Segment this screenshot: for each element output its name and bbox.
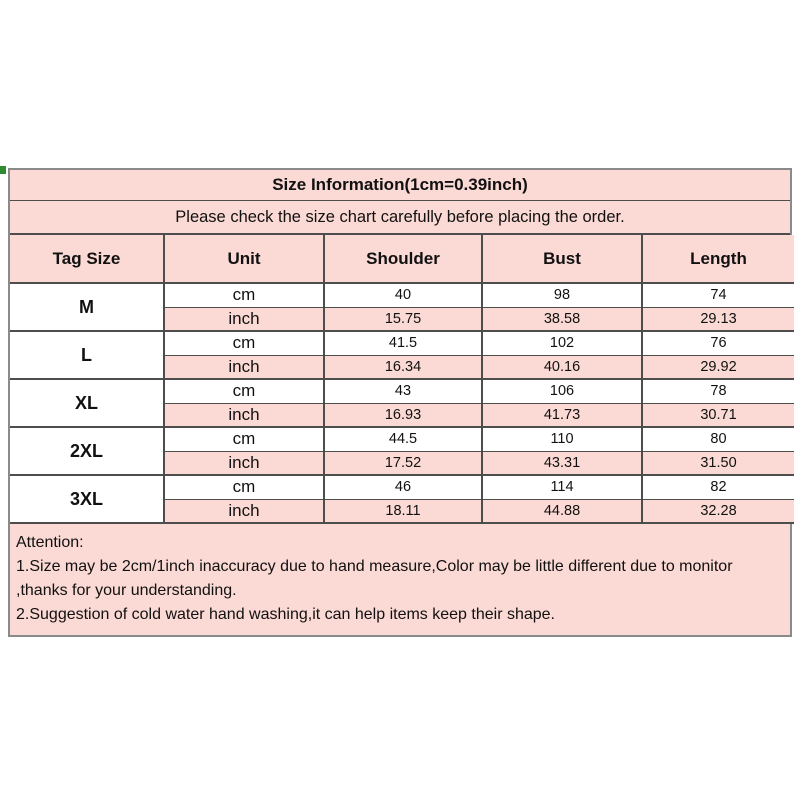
3xl-inch-bust: 44.88: [481, 499, 643, 524]
unit-label: cm: [163, 283, 325, 308]
unit-label: cm: [163, 427, 325, 452]
corner-artifact-mark: [0, 166, 6, 174]
tag-size-xl: XL: [10, 379, 165, 428]
tag-size-3xl: 3XL: [10, 475, 165, 524]
size-table: Tag Size Unit Shoulder Bust Length M cm …: [10, 235, 794, 524]
unit-label: cm: [163, 475, 325, 500]
m-cm-length: 74: [641, 283, 794, 308]
m-cm-shoulder: 40: [323, 283, 483, 308]
3xl-inch-length: 32.28: [641, 499, 794, 524]
unit-label: inch: [164, 307, 325, 332]
table-row-xl-inch: inch 16.93 41.73 30.71: [10, 403, 794, 428]
unit-label: inch: [164, 499, 325, 524]
table-row-2xl-cm: 2XL cm 44.5 110 80: [10, 427, 794, 476]
2xl-cm-length: 80: [641, 427, 794, 452]
2xl-cm-shoulder: 44.5: [323, 427, 483, 452]
xl-inch-bust: 41.73: [481, 403, 643, 428]
xl-cm-shoulder: 43: [323, 379, 483, 404]
l-inch-length: 29.92: [641, 355, 794, 380]
xl-cm-bust: 106: [481, 379, 643, 404]
table-row-xl-cm: XL cm 43 106 78: [10, 379, 794, 428]
m-inch-shoulder: 15.75: [323, 307, 483, 332]
xl-inch-shoulder: 16.93: [323, 403, 483, 428]
unit-label: cm: [163, 379, 325, 404]
l-cm-bust: 102: [481, 331, 643, 356]
unit-label: inch: [164, 403, 325, 428]
2xl-cm-bust: 110: [481, 427, 643, 452]
table-row-3xl-cm: 3XL cm 46 114 82: [10, 475, 794, 524]
l-cm-length: 76: [641, 331, 794, 356]
column-header-length: Length: [641, 235, 794, 284]
size-chart-title: Size Information(1cm=0.39inch): [10, 170, 790, 201]
column-header-bust: Bust: [481, 235, 643, 284]
table-row-2xl-inch: inch 17.52 43.31 31.50: [10, 451, 794, 476]
m-cm-bust: 98: [481, 283, 643, 308]
tag-size-m: M: [10, 283, 165, 332]
2xl-inch-bust: 43.31: [481, 451, 643, 476]
2xl-inch-length: 31.50: [641, 451, 794, 476]
unit-label: inch: [164, 355, 325, 380]
table-row-m-cm: M cm 40 98 74: [10, 283, 794, 332]
size-table-header-row: Tag Size Unit Shoulder Bust Length: [10, 235, 794, 284]
2xl-inch-shoulder: 17.52: [323, 451, 483, 476]
unit-label: cm: [163, 331, 325, 356]
column-header-unit: Unit: [163, 235, 325, 284]
l-inch-shoulder: 16.34: [323, 355, 483, 380]
attention-line-3: 2.Suggestion of cold water hand washing,…: [16, 606, 555, 623]
m-inch-length: 29.13: [641, 307, 794, 332]
attention-note: Attention: 1.Size may be 2cm/1inch inacc…: [10, 524, 790, 635]
xl-cm-length: 78: [641, 379, 794, 404]
attention-line-1: 1.Size may be 2cm/1inch inaccuracy due t…: [16, 558, 733, 575]
table-row-m-inch: inch 15.75 38.58 29.13: [10, 307, 794, 332]
tag-size-l: L: [10, 331, 165, 380]
3xl-inch-shoulder: 18.11: [323, 499, 483, 524]
column-header-shoulder: Shoulder: [323, 235, 483, 284]
tag-size-2xl: 2XL: [10, 427, 165, 476]
attention-line-2: ,thanks for your understanding.: [16, 582, 237, 599]
table-row-l-cm: L cm 41.5 102 76: [10, 331, 794, 380]
size-chart-subtitle: Please check the size chart carefully be…: [10, 201, 790, 235]
l-inch-bust: 40.16: [481, 355, 643, 380]
table-row-3xl-inch: inch 18.11 44.88 32.28: [10, 499, 794, 524]
unit-label: inch: [164, 451, 325, 476]
3xl-cm-shoulder: 46: [323, 475, 483, 500]
m-inch-bust: 38.58: [481, 307, 643, 332]
attention-heading: Attention:: [16, 534, 84, 551]
3xl-cm-length: 82: [641, 475, 794, 500]
size-chart-panel: Size Information(1cm=0.39inch) Please ch…: [8, 168, 794, 637]
xl-inch-length: 30.71: [641, 403, 794, 428]
3xl-cm-bust: 114: [481, 475, 643, 500]
column-header-tag-size: Tag Size: [10, 235, 165, 284]
table-row-l-inch: inch 16.34 40.16 29.92: [10, 355, 794, 380]
l-cm-shoulder: 41.5: [323, 331, 483, 356]
